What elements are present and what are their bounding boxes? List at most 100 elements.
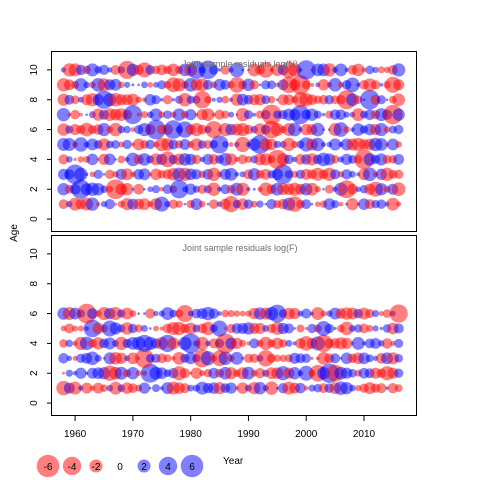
residual-bubble	[229, 62, 245, 78]
residual-bubble	[393, 124, 404, 135]
residual-bubble	[68, 381, 82, 395]
residual-bubble	[210, 135, 229, 154]
residual-bubble	[284, 154, 294, 165]
residual-bubble	[282, 137, 296, 152]
legend-value-label: 4	[165, 462, 171, 473]
residual-bubble	[185, 183, 197, 195]
residual-bubble	[383, 126, 391, 133]
residual-bubble	[296, 60, 316, 80]
residual-bubble	[179, 368, 191, 379]
residual-bubble	[74, 78, 88, 92]
residual-bubble	[246, 187, 251, 192]
residual-bubble	[365, 354, 374, 363]
residual-bubble	[339, 321, 354, 336]
residual-bubble	[117, 155, 126, 164]
residual-bubble	[310, 82, 314, 87]
residual-bubble	[321, 112, 326, 117]
x-tick-label: 1980	[180, 429, 203, 440]
residual-bubble	[126, 367, 140, 380]
residual-bubble	[73, 157, 77, 162]
residual-bubble	[109, 322, 122, 335]
residual-bubble	[305, 108, 319, 121]
residual-bubble	[85, 172, 89, 176]
legend-value-label: -4	[68, 462, 77, 473]
residual-bubble	[98, 64, 110, 75]
residual-bubble	[258, 83, 262, 87]
residual-bubble	[376, 95, 386, 105]
y-axis-label: Age	[9, 224, 20, 242]
residual-bubble	[249, 338, 260, 349]
y-tick-label: 6	[29, 126, 40, 132]
residual-bubble	[236, 182, 250, 196]
residual-bubble	[65, 339, 74, 348]
residual-bubble	[249, 80, 259, 90]
residual-bubble	[311, 137, 325, 152]
residual-bubble	[92, 322, 104, 335]
residual-bubble	[217, 311, 222, 316]
residual-bubble	[130, 127, 136, 132]
residual-bubble	[77, 325, 84, 332]
residual-bubble	[345, 77, 360, 93]
residual-bubble	[122, 139, 132, 150]
residual-bubble	[358, 352, 370, 365]
residual-bubble	[365, 309, 375, 319]
residual-bubble	[261, 95, 271, 105]
residual-bubble	[103, 337, 116, 350]
residual-bubble	[92, 382, 104, 394]
residual-bubble	[310, 202, 314, 206]
residual-bubble	[197, 184, 207, 194]
residual-bubble	[178, 92, 192, 107]
residual-bubble	[223, 327, 227, 330]
residual-bubble	[301, 308, 312, 319]
residual-bubble	[366, 325, 374, 332]
residual-bubble	[159, 97, 164, 102]
residual-bubble	[108, 122, 123, 137]
residual-bubble	[390, 340, 396, 346]
residual-bubble	[301, 353, 311, 364]
residual-bubble	[138, 382, 151, 394]
residual-bubble	[162, 95, 173, 105]
residual-bubble	[73, 137, 89, 152]
residual-bubble	[331, 200, 340, 209]
residual-bubble	[140, 325, 148, 332]
residual-bubble	[208, 199, 219, 209]
residual-bubble	[163, 354, 172, 363]
residual-bubble	[311, 307, 325, 321]
residual-bubble	[395, 141, 402, 148]
residual-bubble	[379, 83, 384, 87]
residual-bubble	[169, 309, 178, 318]
residual-bubble	[153, 81, 159, 88]
residual-bubble	[183, 202, 187, 206]
residual-bubble	[372, 66, 379, 74]
residual-bubble	[72, 325, 79, 332]
residual-bubble	[176, 305, 194, 323]
residual-bubble	[231, 337, 243, 350]
residual-bubble	[362, 167, 377, 182]
residual-bubble	[159, 326, 164, 331]
y-tick-label: 10	[29, 248, 40, 260]
residual-bubble	[70, 95, 80, 105]
residual-bubble	[147, 81, 154, 88]
residual-bubble	[320, 310, 327, 317]
residual-bubble	[65, 369, 73, 377]
y-tick-label: 8	[29, 281, 40, 287]
y-tick-label: 8	[29, 97, 40, 103]
residual-bubble	[111, 140, 120, 149]
residual-bubble	[343, 111, 350, 118]
residual-bubble	[379, 326, 383, 331]
residual-bubble	[162, 184, 173, 195]
residual-bubble	[265, 138, 278, 151]
residual-bubble	[393, 169, 404, 180]
residual-bubble	[203, 139, 213, 149]
residual-bubble	[330, 155, 340, 164]
residual-bubble	[128, 323, 138, 334]
residual-bubble	[338, 201, 344, 207]
residual-bubble	[333, 326, 337, 331]
legend-value-label: -2	[92, 462, 101, 473]
residual-bubble	[115, 352, 128, 365]
residual-bubble	[184, 322, 197, 335]
residual-bubble	[310, 356, 314, 360]
residual-bubble	[148, 386, 152, 390]
residual-bubble	[200, 351, 216, 366]
residual-bubble	[201, 321, 215, 336]
